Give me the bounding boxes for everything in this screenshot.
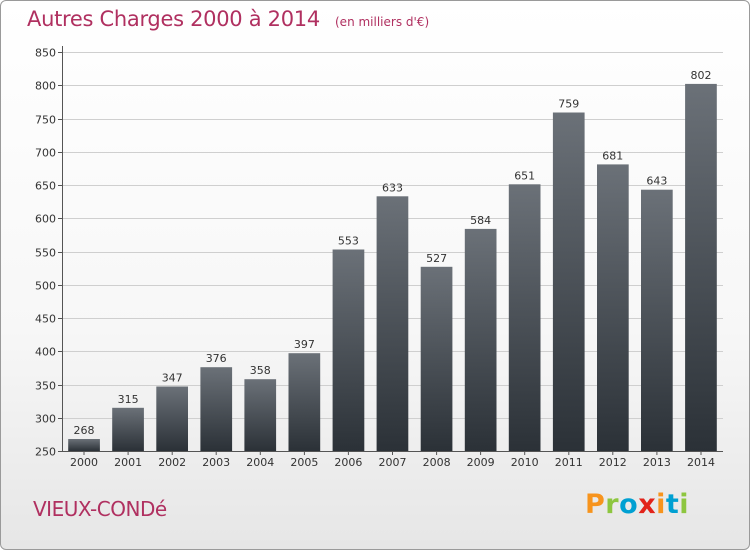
value-label-2006: 553: [338, 235, 359, 248]
x-tick-label-2014: 2014: [687, 456, 715, 469]
value-label-2010: 651: [514, 169, 535, 182]
y-tick-label-250: 250: [35, 446, 56, 459]
chart-title: Autres Charges 2000 à 2014: [27, 7, 320, 31]
y-tick-label-300: 300: [35, 413, 56, 426]
commune-name: VIEUX-CONDé: [33, 497, 167, 521]
bar-2013: [641, 189, 673, 451]
x-tick-label-2006: 2006: [334, 456, 362, 469]
y-tick-label-650: 650: [35, 180, 56, 193]
y-tick-label-700: 700: [35, 147, 56, 160]
y-tick-label-500: 500: [35, 280, 56, 293]
brand-letter: i: [679, 489, 690, 520]
y-tick-label-450: 450: [35, 313, 56, 326]
x-tick-label-2004: 2004: [246, 456, 274, 469]
bar-2006: [332, 249, 365, 451]
bar-2000: [68, 439, 100, 451]
value-label-2007: 633: [382, 181, 403, 194]
bar-2011: [552, 112, 585, 451]
bar-2007: [376, 196, 409, 451]
brand-letter: i: [656, 489, 666, 520]
brand-letter: o: [619, 489, 639, 520]
x-tick-label-2010: 2010: [511, 456, 539, 469]
chart-unit: (en milliers d'€): [335, 15, 430, 29]
x-tick-label-2000: 2000: [70, 456, 98, 469]
brand-letter: x: [638, 489, 657, 520]
axes: [58, 46, 723, 455]
bar-2005: [288, 353, 321, 451]
x-tick-label-2008: 2008: [423, 456, 451, 469]
bar-2012: [597, 164, 629, 451]
value-label-2011: 759: [558, 98, 579, 111]
y-tick-label-750: 750: [35, 114, 56, 127]
x-tick-label-2002: 2002: [158, 456, 186, 469]
labels: 250 300 350 400 450 500 550 600 650 700 750 800 850 2…: [35, 47, 715, 470]
bars: [68, 83, 717, 452]
value-label-2001: 315: [118, 393, 139, 406]
brand-logo: Proxiti: [585, 489, 689, 520]
bar-2008: [420, 266, 453, 451]
x-tick-label-2001: 2001: [114, 456, 142, 469]
x-tick-label-2005: 2005: [290, 456, 318, 469]
value-label-2005: 397: [294, 338, 315, 351]
title-row: Autres Charges 2000 à 2014 (en milliers …: [27, 7, 429, 31]
bar-2001: [112, 407, 144, 451]
bar-2010: [508, 184, 541, 452]
y-tick-label-850: 850: [35, 47, 56, 60]
x-tick-label-2009: 2009: [467, 456, 495, 469]
bar-2004: [244, 379, 277, 451]
x-tick-label-2003: 2003: [202, 456, 230, 469]
brand-letter: t: [665, 489, 680, 520]
bar-2009: [464, 228, 497, 451]
bar-2014: [685, 83, 717, 452]
y-tick-label-350: 350: [35, 380, 56, 393]
value-label-2000: 268: [74, 424, 95, 437]
bar-2002: [156, 386, 188, 451]
value-label-2013: 643: [646, 175, 667, 188]
value-label-2003: 376: [206, 352, 227, 365]
bar-2003: [200, 367, 233, 451]
value-label-2014: 802: [691, 69, 712, 82]
y-tick-label-800: 800: [35, 80, 56, 93]
x-tick-label-2011: 2011: [555, 456, 583, 469]
y-tick-label-600: 600: [35, 213, 56, 226]
x-tick-label-2012: 2012: [599, 456, 627, 469]
brand-letter: P: [585, 489, 606, 520]
value-label-2012: 681: [602, 149, 623, 162]
y-tick-label-400: 400: [35, 346, 56, 359]
value-label-2008: 527: [426, 252, 447, 265]
y-tick-label-550: 550: [35, 247, 56, 260]
value-label-2004: 358: [250, 364, 271, 377]
value-label-2002: 347: [162, 372, 183, 385]
x-tick-label-2007: 2007: [379, 456, 407, 469]
brand-letter: r: [605, 489, 620, 520]
x-tick-label-2013: 2013: [643, 456, 671, 469]
value-label-2009: 584: [470, 214, 491, 227]
